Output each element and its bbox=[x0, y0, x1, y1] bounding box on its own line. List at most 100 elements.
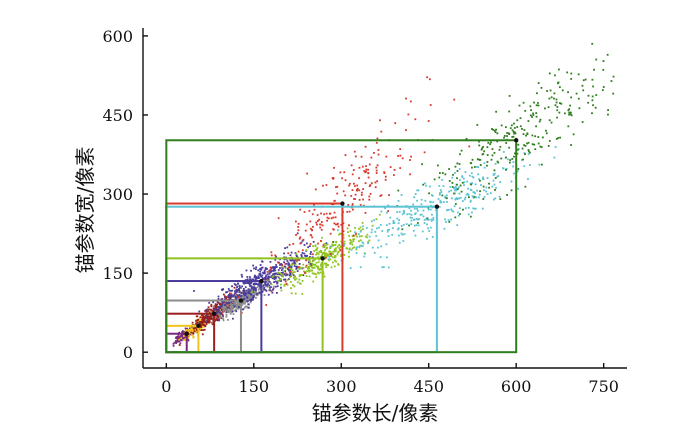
scatter-point bbox=[445, 201, 448, 203]
scatter-point bbox=[396, 211, 399, 214]
scatter-point bbox=[320, 221, 323, 223]
scatter-point bbox=[311, 256, 314, 259]
scatter-point bbox=[279, 278, 282, 281]
scatter-point bbox=[444, 173, 447, 176]
scatter-point bbox=[462, 208, 464, 211]
scatter-point bbox=[235, 310, 238, 313]
scatter-point bbox=[287, 252, 290, 255]
scatter-point bbox=[342, 190, 345, 193]
scatter-point bbox=[269, 289, 272, 292]
scatter-point bbox=[438, 205, 441, 208]
scatter-point bbox=[439, 189, 442, 191]
scatter-point bbox=[261, 266, 264, 269]
scatter-point bbox=[412, 203, 414, 206]
scatter-point bbox=[304, 271, 306, 274]
scatter-point bbox=[311, 267, 314, 269]
scatter-point bbox=[422, 209, 425, 212]
scatter-point bbox=[553, 97, 555, 100]
scatter-point bbox=[260, 268, 263, 271]
anchor-center-cluster-2 bbox=[196, 323, 201, 329]
scatter-point bbox=[242, 295, 245, 298]
scatter-point bbox=[517, 168, 520, 170]
scatter-point bbox=[223, 304, 226, 306]
scatter-point bbox=[187, 329, 190, 332]
scatter-point bbox=[264, 285, 267, 288]
scatter-point bbox=[508, 146, 511, 149]
scatter-point bbox=[477, 166, 480, 168]
scatter-point bbox=[436, 164, 439, 167]
scatter-point bbox=[200, 326, 203, 328]
scatter-point bbox=[426, 76, 429, 79]
scatter-point bbox=[243, 297, 246, 300]
scatter-point bbox=[323, 246, 326, 248]
scatter-point bbox=[519, 117, 522, 120]
scatter-point bbox=[350, 248, 353, 251]
scatter-point bbox=[490, 141, 492, 144]
scatter-point bbox=[527, 178, 529, 180]
scatter-point bbox=[454, 186, 457, 189]
scatter-point bbox=[305, 223, 308, 226]
scatter-point bbox=[325, 254, 328, 257]
scatter-point bbox=[392, 220, 395, 222]
scatter-point bbox=[263, 271, 266, 273]
scatter-point bbox=[195, 319, 198, 322]
scatter-point bbox=[467, 194, 470, 196]
scatter-point bbox=[249, 278, 251, 281]
scatter-point bbox=[218, 311, 221, 314]
scatter-point bbox=[296, 260, 298, 263]
scatter-point bbox=[247, 288, 250, 291]
scatter-point bbox=[595, 58, 598, 61]
scatter-point bbox=[211, 323, 214, 326]
scatter-point bbox=[233, 301, 235, 304]
scatter-point bbox=[325, 262, 328, 265]
scatter-point bbox=[486, 154, 489, 156]
scatter-point bbox=[308, 269, 310, 272]
scatter-point bbox=[581, 84, 584, 87]
scatter-point bbox=[350, 164, 353, 167]
x-tick-label: 750 bbox=[588, 377, 619, 396]
scatter-point bbox=[310, 264, 313, 267]
scatter-point bbox=[466, 192, 469, 195]
scatter-point bbox=[407, 113, 410, 116]
scatter-point bbox=[299, 242, 302, 245]
scatter-point bbox=[328, 250, 331, 253]
scatter-point bbox=[410, 155, 412, 158]
scatter-point bbox=[346, 210, 349, 213]
scatter-point bbox=[323, 251, 326, 254]
scatter-point bbox=[429, 226, 432, 229]
scatter-point bbox=[352, 238, 355, 241]
scatter-point bbox=[509, 127, 512, 130]
scatter-point bbox=[537, 142, 540, 145]
scatter-point bbox=[379, 223, 382, 226]
scatter-point bbox=[206, 319, 209, 322]
scatter-point bbox=[264, 278, 266, 281]
scatter-point bbox=[426, 223, 429, 226]
scatter-point bbox=[214, 303, 217, 306]
scatter-point bbox=[492, 179, 495, 182]
scatter-point bbox=[427, 208, 430, 211]
scatter-point bbox=[438, 192, 441, 195]
scatter-point bbox=[432, 218, 435, 221]
scatter-point bbox=[364, 182, 367, 185]
scatter-point bbox=[561, 89, 564, 92]
scatter-point bbox=[516, 119, 519, 122]
scatter-point bbox=[320, 268, 323, 271]
scatter-point bbox=[459, 213, 461, 215]
scatter-point bbox=[354, 198, 356, 200]
scatter-point bbox=[309, 243, 312, 245]
scatter-point bbox=[303, 211, 306, 213]
scatter-point bbox=[277, 217, 280, 220]
scatter-point bbox=[232, 307, 235, 309]
scatter-point bbox=[453, 192, 455, 195]
scatter-point bbox=[374, 186, 377, 189]
scatter-point bbox=[397, 228, 399, 231]
scatter-point bbox=[371, 224, 374, 227]
scatter-point bbox=[398, 219, 400, 222]
scatter-point bbox=[307, 258, 310, 261]
scatter-point bbox=[545, 132, 548, 135]
scatter-point bbox=[233, 283, 236, 285]
scatter-point bbox=[362, 225, 364, 228]
scatter-point bbox=[297, 266, 300, 269]
scatter-point bbox=[231, 317, 234, 320]
scatter-point bbox=[216, 313, 219, 316]
